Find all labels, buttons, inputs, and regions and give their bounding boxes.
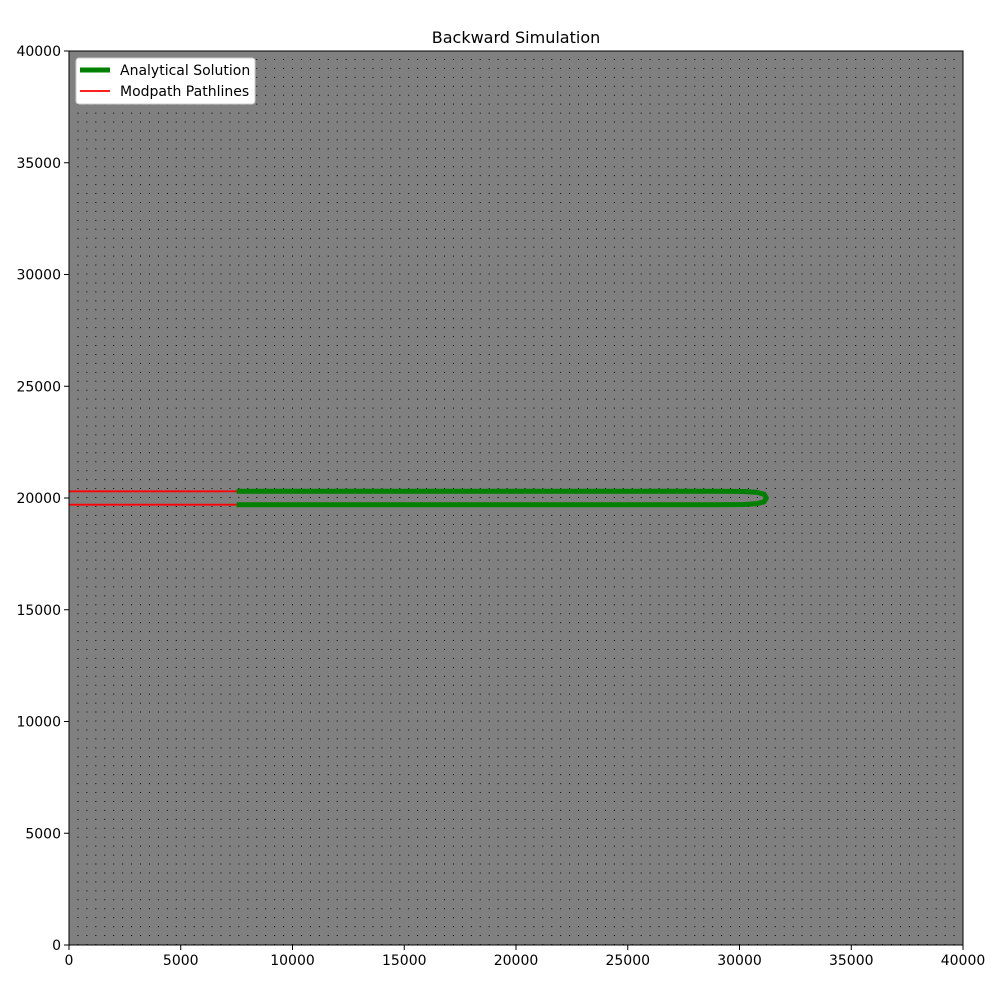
y-tick-label: 0 xyxy=(52,938,61,954)
x-tick-label: 20000 xyxy=(494,953,539,969)
legend-label-modpath: Modpath Pathlines xyxy=(120,84,249,100)
y-tick-label: 20000 xyxy=(16,491,61,507)
legend-box xyxy=(75,57,256,105)
x-tick-label: 5000 xyxy=(163,953,199,969)
x-axis: 0 5000 10000 15000 20000 25000 30000 35000 40000 xyxy=(65,945,986,969)
x-tick-label: 25000 xyxy=(605,953,650,969)
y-tick-label: 35000 xyxy=(16,156,61,172)
x-tick-label: 15000 xyxy=(382,953,427,969)
legend: Analytical Solution Modpath Pathlines xyxy=(75,57,256,105)
series-analytical-solution xyxy=(236,488,769,508)
y-tick-label: 10000 xyxy=(16,715,61,731)
y-tick-label: 40000 xyxy=(16,44,61,60)
y-tick-label: 15000 xyxy=(16,603,61,619)
x-tick-label: 30000 xyxy=(717,953,762,969)
x-tick-label: 35000 xyxy=(829,953,874,969)
y-axis: 0 5000 10000 15000 20000 25000 30000 35000 40000 xyxy=(16,44,69,954)
legend-label-analytical: Analytical Solution xyxy=(120,63,250,79)
chart-title: Backward Simulation xyxy=(432,28,601,47)
y-tick-label: 5000 xyxy=(25,826,61,842)
x-tick-label: 40000 xyxy=(941,953,986,969)
x-tick-label: 10000 xyxy=(270,953,315,969)
series-layer xyxy=(69,488,769,508)
y-tick-label: 25000 xyxy=(16,379,61,395)
y-tick-label: 30000 xyxy=(16,268,61,284)
plot-area xyxy=(68,50,964,946)
x-tick-label: 0 xyxy=(65,953,74,969)
